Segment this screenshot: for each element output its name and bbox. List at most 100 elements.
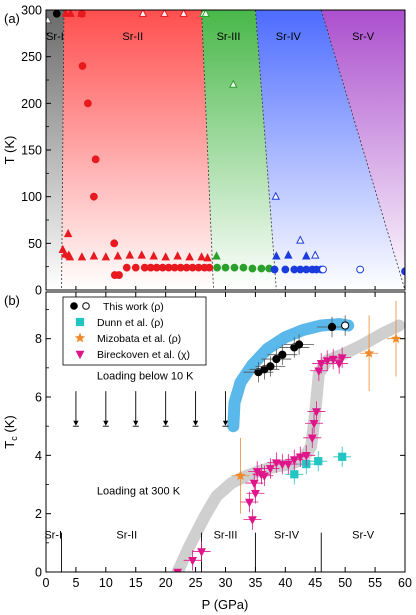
x-tick-label: 55 [368, 576, 382, 590]
data-point [295, 453, 305, 463]
data-point [248, 264, 257, 273]
data-point [314, 457, 323, 466]
data-point [110, 239, 119, 248]
data-point [78, 62, 87, 70]
data-point [327, 322, 337, 332]
data-point [188, 557, 198, 566]
data-point [277, 460, 287, 470]
phase-regions [46, 10, 405, 290]
phase-region-sr-iii [201, 10, 277, 290]
data-point [197, 252, 206, 261]
arrow-head [163, 420, 169, 426]
x-tick-label: 5 [72, 576, 79, 590]
legend-label: Bireckoven et al. (χ) [97, 349, 190, 361]
legend-marker [75, 350, 85, 360]
data-point [212, 251, 221, 260]
x-tick-label: 10 [99, 576, 113, 590]
x-tick-label: 20 [159, 576, 173, 590]
phase-label-sr-ii: Sr-II [122, 31, 143, 43]
data-point [248, 516, 257, 525]
data-point [338, 452, 347, 461]
data-point [363, 347, 375, 358]
data-point [337, 354, 347, 363]
phase-boundary-line [61, 10, 65, 290]
data-point [173, 251, 182, 260]
x-tick-label: 30 [219, 576, 233, 590]
data-point [334, 360, 344, 369]
panel-b: Sr-I Sr-II Sr-III Sr-IV Sr-V Loading below 1… [2, 291, 412, 612]
data-point [284, 250, 293, 259]
arrow-head [103, 420, 109, 426]
data-point [101, 252, 111, 261]
y-tick-label: 0 [35, 284, 42, 298]
y-tick-label: 100 [21, 190, 42, 204]
data-point [77, 252, 87, 261]
y-tick-label: 250 [21, 50, 42, 64]
phase-label-sr-i: Sr-I [46, 31, 64, 43]
data-point [229, 79, 238, 88]
data-point [173, 568, 183, 572]
y-axis: 0 50 100 150 200 250 300 [21, 4, 51, 298]
data-point [221, 263, 230, 272]
phase-label-sr-iii: Sr-III [217, 31, 241, 43]
phase-labels: Sr-I Sr-II Sr-III Sr-IV Sr-V [46, 31, 375, 43]
data-point [281, 265, 290, 274]
annotation: Loading below 10 K [97, 371, 194, 383]
data-point [301, 452, 311, 461]
data-point [201, 10, 210, 17]
phase-label: Sr-III [214, 529, 238, 541]
x-axis-label: P (GPa) [202, 597, 249, 612]
data-point [390, 333, 402, 344]
annotations: Loading below 10 K Loading at 300 K [97, 371, 194, 498]
data-point [290, 470, 299, 479]
phase-boundaries [61, 10, 405, 290]
data-point [213, 263, 222, 272]
y-axis-label: T (K) [2, 136, 17, 165]
annotation: Loading at 300 K [97, 486, 181, 498]
data-point [197, 548, 206, 557]
arrow-head [133, 420, 139, 426]
data-point [179, 10, 188, 17]
data-point [296, 235, 305, 244]
x-tick-label: 15 [129, 576, 143, 590]
data-point [239, 263, 248, 272]
y-tick-label: 4 [35, 449, 42, 463]
phase-label-sr-iv: Sr-IV [276, 31, 302, 43]
legend-marker [70, 302, 78, 310]
data-point [203, 253, 212, 262]
data-point [278, 350, 287, 359]
x-axis-ticks [45, 286, 406, 290]
data-point [283, 460, 293, 470]
data-point [302, 251, 311, 260]
data-point [245, 498, 254, 508]
data-point [319, 265, 327, 274]
phase-boundary-line [320, 10, 405, 290]
data-point [149, 251, 158, 260]
data-point [113, 251, 123, 260]
data-point [401, 267, 405, 276]
data-point [272, 251, 281, 260]
legend: This work (ρ) Dunn et al. (ρ) Mizobata et … [62, 296, 207, 366]
panel-label-b: (b) [4, 293, 20, 308]
data-point [83, 99, 92, 108]
data-point [341, 321, 350, 330]
arrow-head [222, 420, 229, 426]
legend-label: Dunn et al. (ρ) [97, 317, 164, 329]
data-point [311, 250, 320, 259]
data-point [115, 271, 123, 279]
phase-labels: Sr-I Sr-II Sr-III Sr-IV Sr-V [44, 529, 374, 541]
legend-marker [75, 317, 85, 327]
x-tick-label: 25 [189, 576, 203, 590]
legend-label: This work (ρ) [103, 301, 164, 313]
phase-label: Sr-IV [274, 529, 300, 541]
phase-region-sr-ii [61, 10, 214, 290]
y-tick-label: 50 [28, 237, 42, 251]
y-tick-label: 300 [21, 4, 42, 18]
data-point [314, 367, 324, 377]
y-axis: 0 2 4 6 8 [35, 309, 405, 580]
y-axis-label: Tc (K) [2, 415, 19, 448]
data-point [131, 263, 140, 272]
legend-marker [74, 332, 86, 343]
data-point [137, 250, 146, 259]
